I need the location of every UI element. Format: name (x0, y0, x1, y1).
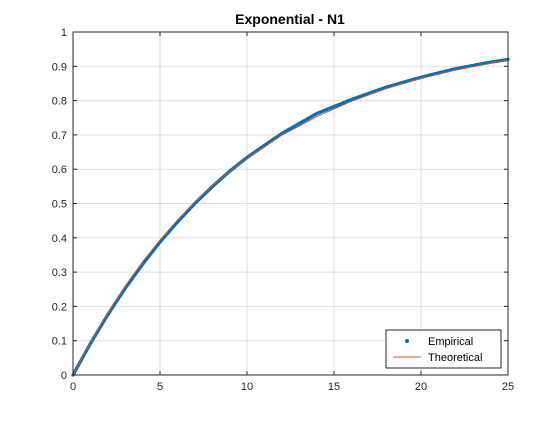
y-tick-label: 0.2 (52, 301, 67, 313)
x-tick-label: 25 (502, 381, 514, 393)
chart-title: Exponential - N1 (235, 11, 345, 27)
series-theoretical-line (72, 59, 509, 376)
series-layer (71, 57, 510, 377)
y-tick-label: 1 (61, 27, 67, 39)
x-tick-label: 0 (70, 381, 76, 393)
legend-label: Empirical (428, 336, 473, 348)
ticks: 0 5 10 15 20 25 0 0.1 0.2 0.3 0.4 0.5 0.6 0.7 0.8 0.9 1 (52, 27, 514, 393)
x-tick-label: 20 (415, 381, 427, 393)
y-tick-label: 0.3 (52, 267, 67, 279)
y-tick-label: 0.7 (52, 130, 67, 142)
y-tick-label: 0.8 (52, 96, 67, 108)
y-tick-label: 0.4 (52, 233, 67, 245)
legend-box (385, 329, 502, 369)
series-empirical (71, 57, 510, 377)
y-tick-label: 0.1 (52, 336, 67, 348)
x-tick-label: 10 (241, 381, 253, 393)
legend: Empirical Theoretical (385, 329, 502, 369)
x-tick-label: 15 (328, 381, 340, 393)
x-tick-label: 5 (157, 381, 163, 393)
y-tick-label: 0.5 (52, 199, 67, 211)
y-tick-label: 0.9 (52, 61, 67, 73)
y-tick-label: 0 (61, 370, 67, 382)
legend-label: Theoretical (428, 352, 482, 364)
legend-marker-empirical (405, 339, 409, 343)
y-tick-label: 0.6 (52, 164, 67, 176)
